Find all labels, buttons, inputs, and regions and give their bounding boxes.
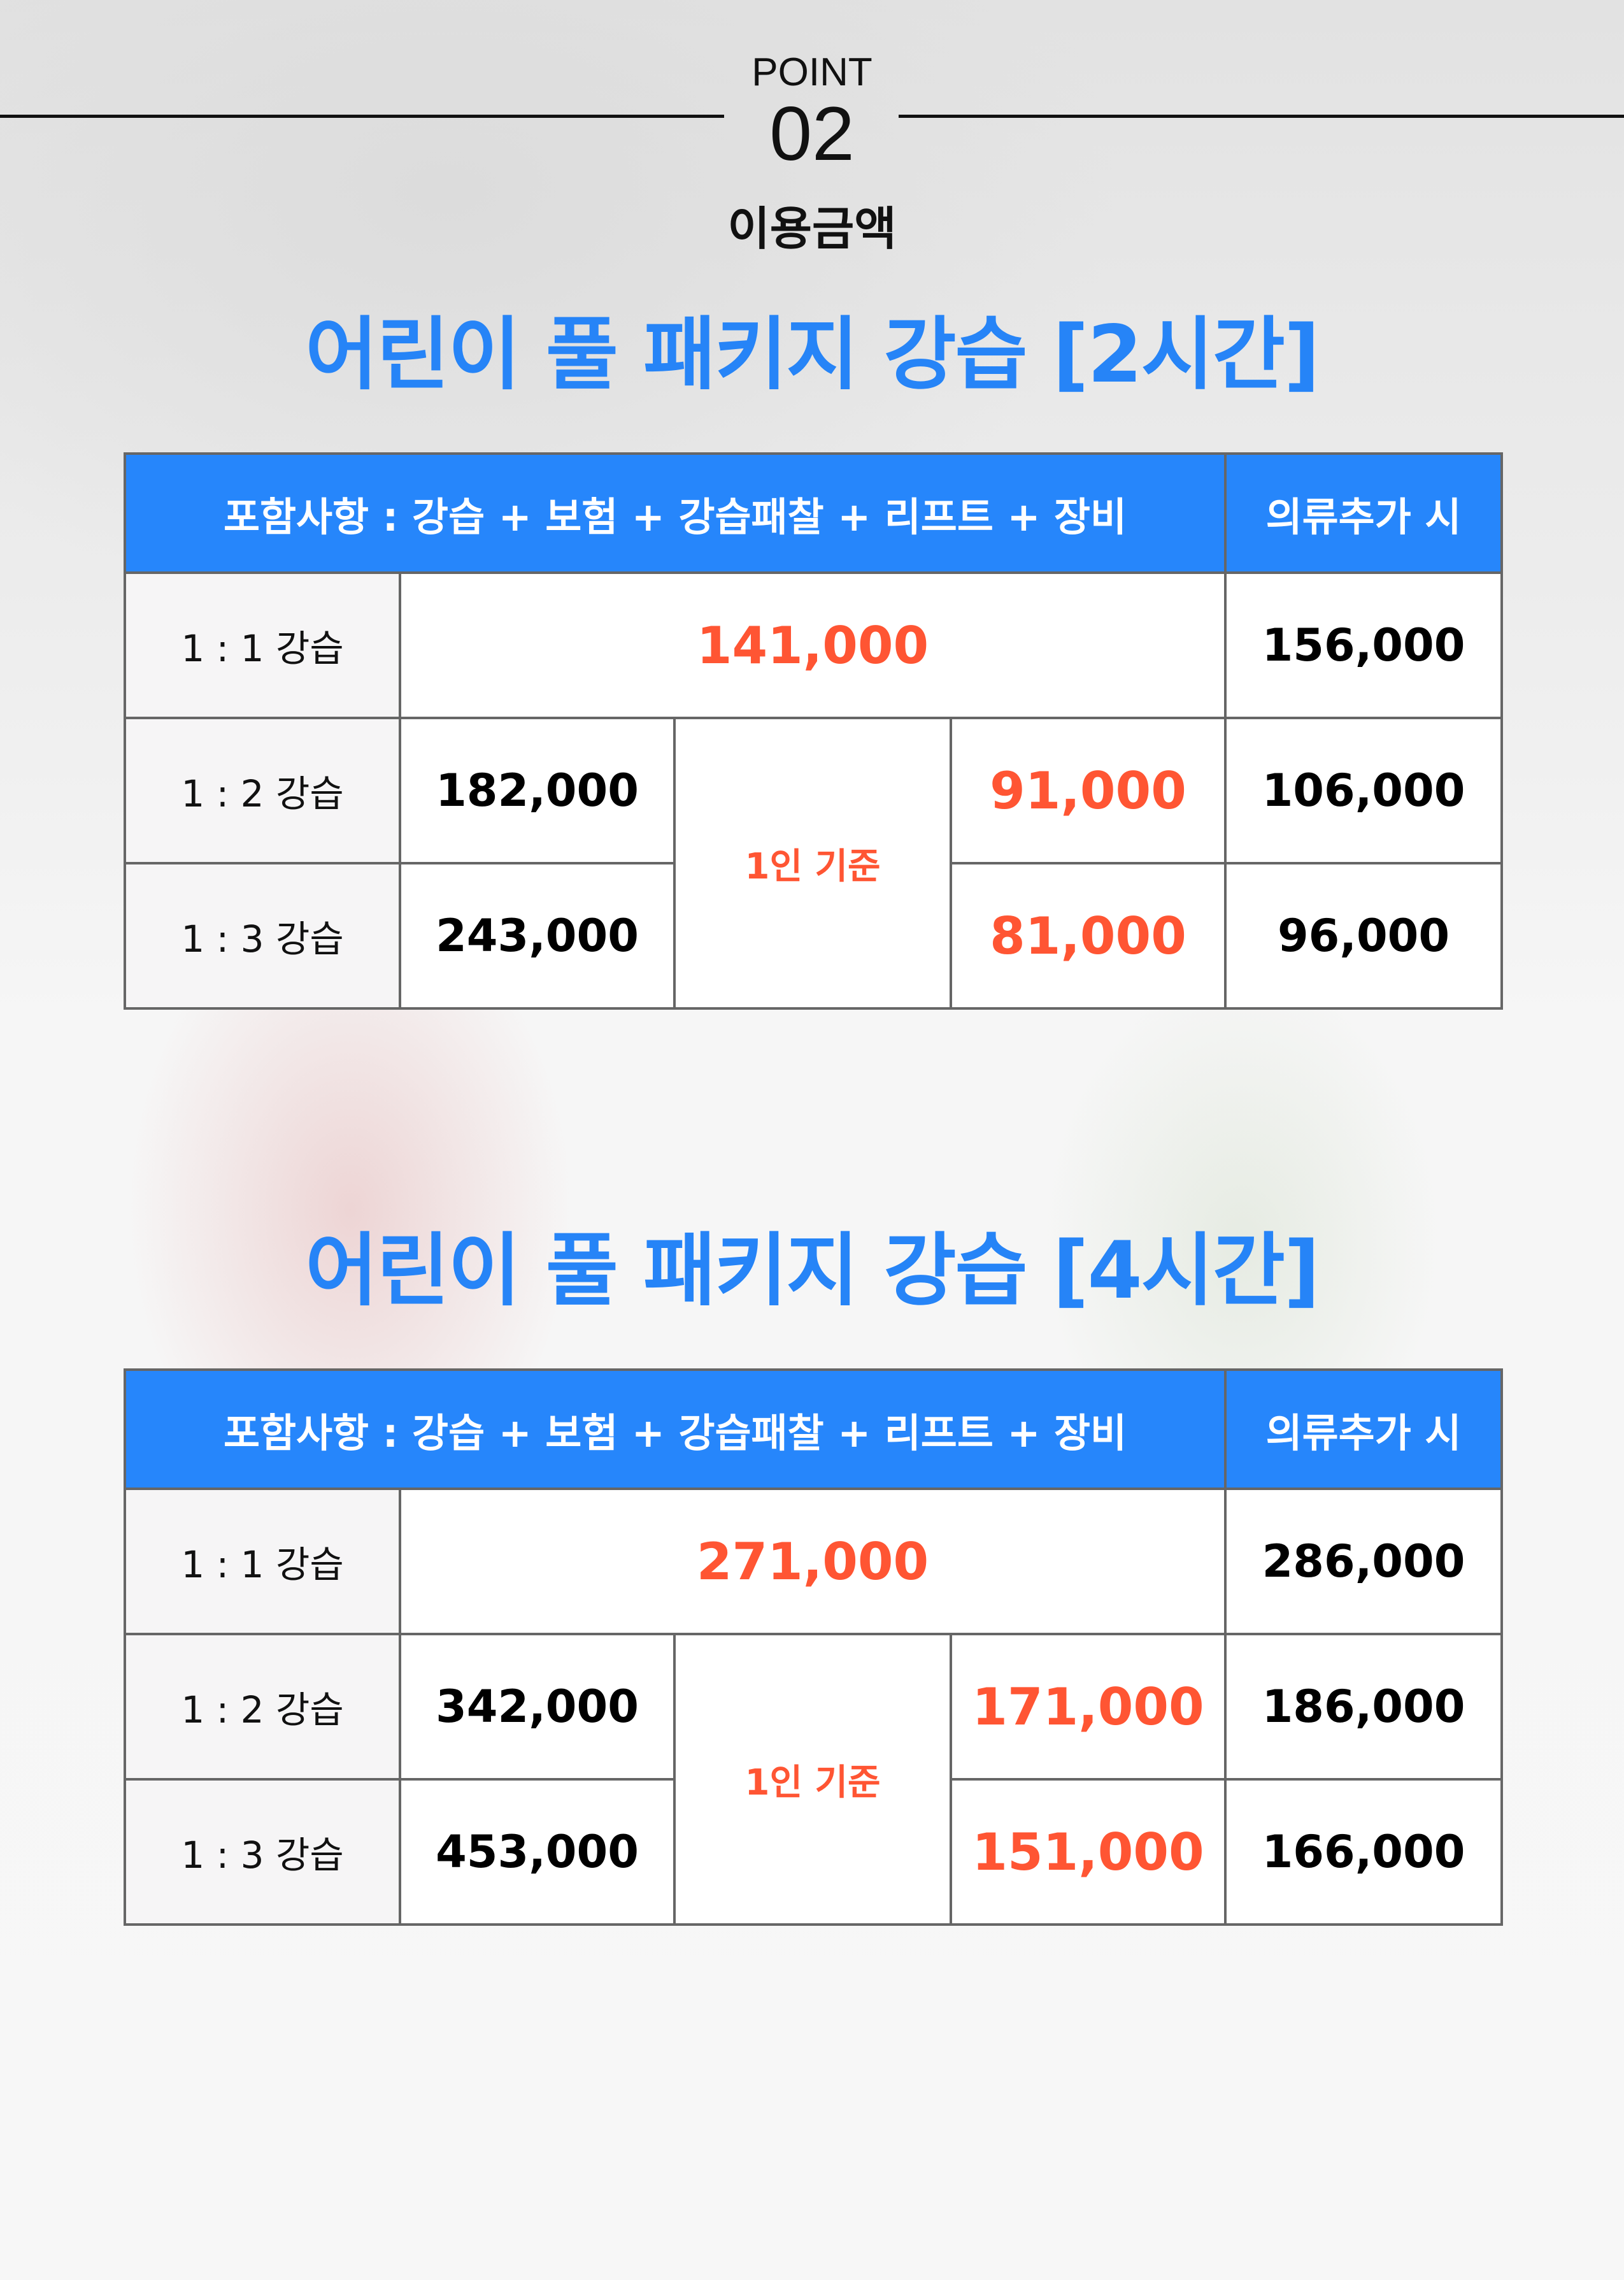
clothing-price: 106,000: [1224, 717, 1503, 864]
point-number: 02: [769, 91, 855, 176]
per-person-price: 91,000: [950, 717, 1227, 864]
per-person-label: 1인 기준: [673, 717, 952, 1010]
total-price: 342,000: [399, 1633, 676, 1781]
table-row: 1 : 3 강습 453,000 151,000 166,000: [124, 1778, 1503, 1926]
clothing-header: 의류추가 시: [1224, 452, 1503, 574]
table-header-row: 포함사항 : 강습 + 보험 + 강습패찰 + 리프트 + 장비 의류추가 시: [124, 452, 1503, 574]
clothing-price: 166,000: [1224, 1778, 1503, 1926]
table-row: 1 : 2 강습 182,000 1인 기준 91,000 106,000: [124, 717, 1503, 1010]
clothing-header: 의류추가 시: [1224, 1368, 1503, 1490]
total-price: 141,000: [399, 571, 1227, 719]
total-price: 271,000: [399, 1488, 1227, 1635]
price-table-4h: 포함사항 : 강습 + 보험 + 강습패찰 + 리프트 + 장비 의류추가 시 …: [124, 1368, 1503, 1926]
total-price: 243,000: [399, 862, 676, 1010]
divider-right: [899, 115, 1624, 118]
table-row: 1 : 1 강습 141,000 156,000: [124, 571, 1503, 719]
row-label: 1 : 1 강습: [124, 1488, 401, 1635]
clothing-price: 156,000: [1224, 571, 1503, 719]
per-person-label: 1인 기준: [673, 1633, 952, 1926]
table-header-row: 포함사항 : 강습 + 보험 + 강습패찰 + 리프트 + 장비 의류추가 시: [124, 1368, 1503, 1490]
table-row: 1 : 2 강습 342,000 1인 기준 171,000 186,000: [124, 1633, 1503, 1926]
clothing-price: 286,000: [1224, 1488, 1503, 1635]
total-price: 182,000: [399, 717, 676, 864]
table-row: 1 : 3 강습 243,000 81,000 96,000: [124, 862, 1503, 1010]
table-title-2h: 어린이 풀 패키지 강습 [2시간]: [305, 309, 1320, 401]
clothing-price: 96,000: [1224, 862, 1503, 1010]
row-label: 1 : 1 강습: [124, 571, 401, 719]
row-label: 1 : 3 강습: [124, 862, 401, 1010]
total-price: 453,000: [399, 1778, 676, 1926]
per-person-price: 151,000: [950, 1778, 1227, 1926]
per-person-price: 81,000: [950, 862, 1227, 1010]
table-row: 1 : 1 강습 271,000 286,000: [124, 1488, 1503, 1635]
per-person-price: 171,000: [950, 1633, 1227, 1781]
table-title-4h: 어린이 풀 패키지 강습 [4시간]: [305, 1225, 1320, 1317]
section-subtitle: 이용금액: [727, 202, 897, 255]
row-label: 1 : 2 강습: [124, 1633, 401, 1781]
divider-left: [0, 115, 724, 118]
included-items-header: 포함사항 : 강습 + 보험 + 강습패찰 + 리프트 + 장비: [124, 452, 1227, 574]
price-table-2h: 포함사항 : 강습 + 보험 + 강습패찰 + 리프트 + 장비 의류추가 시 …: [124, 452, 1503, 1010]
row-label: 1 : 2 강습: [124, 717, 401, 864]
clothing-price: 186,000: [1224, 1633, 1503, 1781]
included-items-header: 포함사항 : 강습 + 보험 + 강습패찰 + 리프트 + 장비: [124, 1368, 1227, 1490]
row-label: 1 : 3 강습: [124, 1778, 401, 1926]
point-label: POINT: [751, 50, 873, 94]
